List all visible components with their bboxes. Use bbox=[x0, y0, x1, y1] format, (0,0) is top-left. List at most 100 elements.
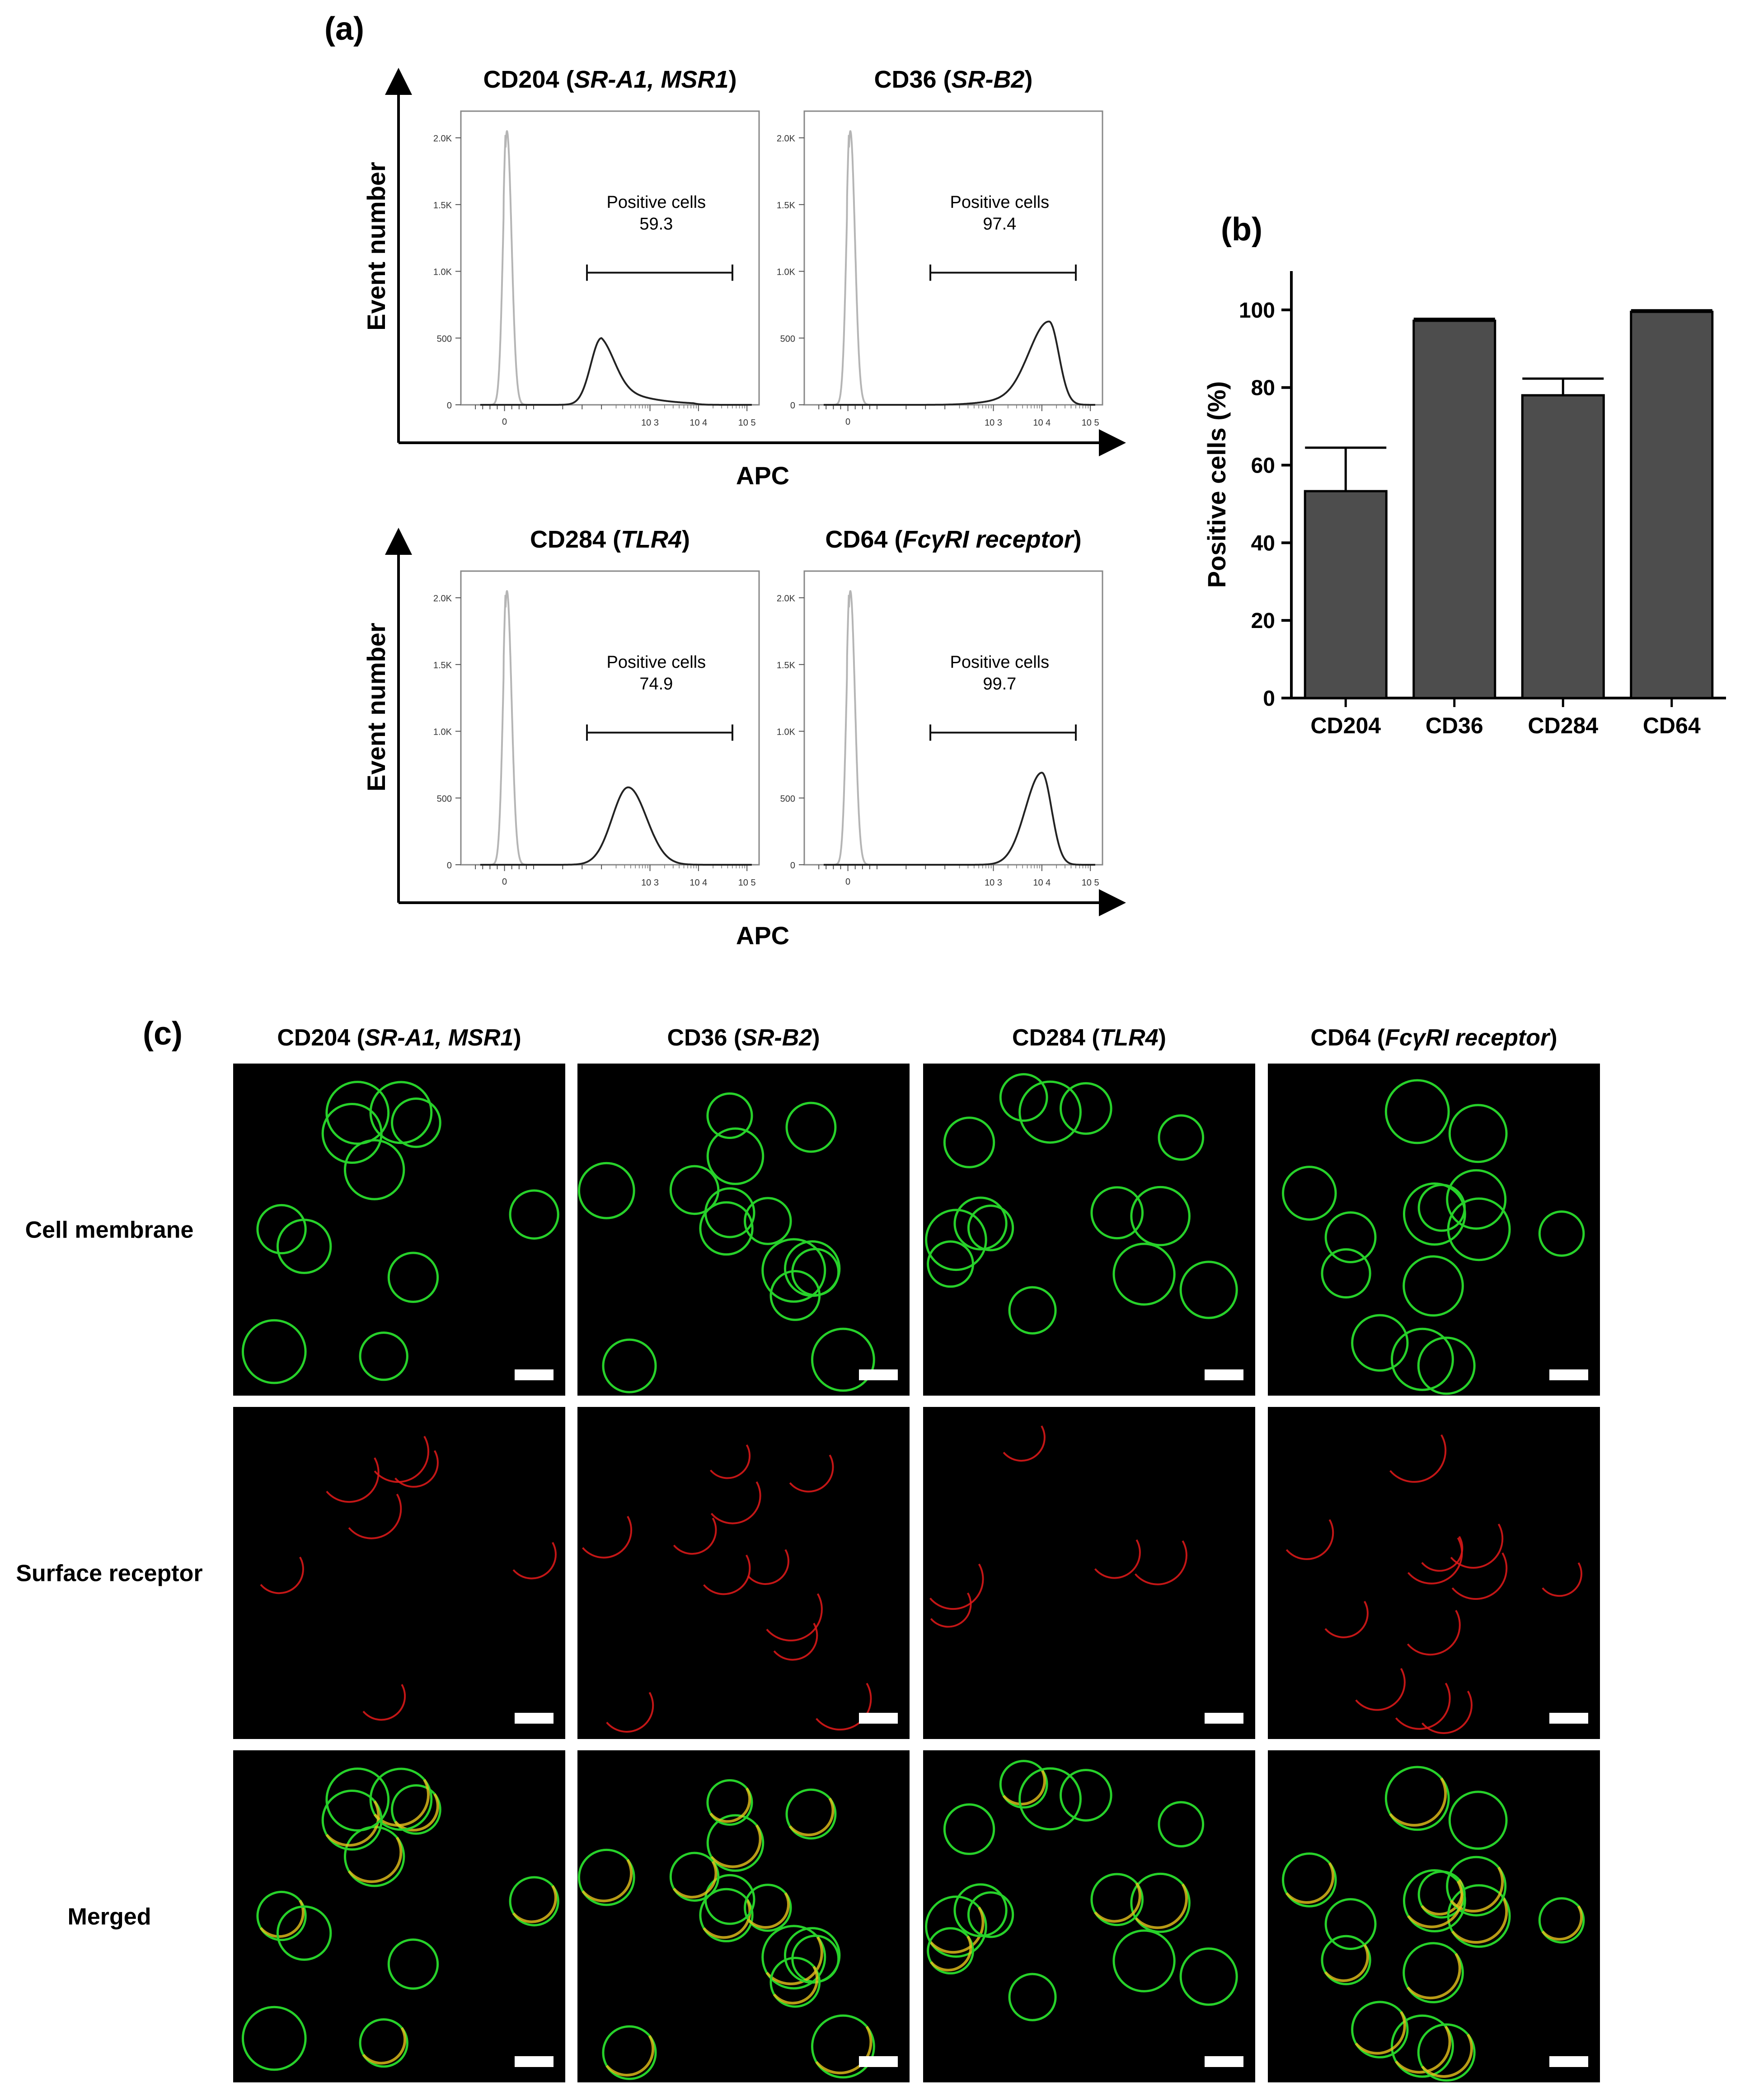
receptor-signal bbox=[1285, 1862, 1335, 1904]
micrograph-cells bbox=[929, 1425, 1187, 1628]
micrograph-tile bbox=[1268, 1750, 1600, 2082]
cell-membrane-outline bbox=[577, 1162, 635, 1219]
microscopy-column-title-italic: TLR4 bbox=[1100, 1025, 1159, 1051]
x-tick-label: 10 5 bbox=[1082, 418, 1099, 428]
cell-membrane-outline bbox=[706, 1814, 765, 1872]
cell-membrane-outline bbox=[1179, 1947, 1238, 2006]
microscopy-column-title-plain: CD204 ( bbox=[277, 1025, 365, 1051]
hist-row-axes-1: Event number APC bbox=[362, 68, 1126, 490]
microscopy-row-label: Cell membrane bbox=[25, 1217, 194, 1243]
cell-membrane-outline bbox=[1390, 2014, 1454, 2078]
cell-membrane-outline bbox=[811, 1327, 875, 1392]
receptor-signal bbox=[512, 1542, 557, 1580]
receptor-signal bbox=[373, 1779, 430, 1827]
cell-membrane-outline bbox=[783, 1240, 841, 1297]
micrograph-cells bbox=[1285, 1434, 1582, 1734]
y-tick-label: 20 bbox=[1251, 609, 1275, 633]
cell-membrane-outline bbox=[1158, 1801, 1205, 1848]
y-tick-label: 80 bbox=[1251, 376, 1275, 400]
micrograph-cells bbox=[241, 1081, 559, 1384]
micrograph-background bbox=[923, 1750, 1255, 2082]
receptor-signal bbox=[789, 1454, 834, 1493]
y-axis-label: Event number bbox=[362, 623, 390, 791]
isotype-curve bbox=[480, 590, 539, 866]
receptor-signal bbox=[348, 1494, 402, 1539]
receptor-signal bbox=[1134, 1883, 1188, 1929]
receptor-signal bbox=[1542, 1562, 1582, 1597]
receptor-signal bbox=[1355, 1668, 1406, 1711]
micrograph-tile bbox=[923, 1407, 1255, 1739]
receptor-signal bbox=[710, 1824, 762, 1868]
scale-bar bbox=[1549, 1713, 1588, 1724]
cell-membrane-outline bbox=[1090, 1873, 1144, 1927]
microscopy-column-title-end: ) bbox=[513, 1025, 521, 1051]
category-label: CD284 bbox=[1528, 713, 1598, 738]
positive-cells-label: Positive cells bbox=[606, 193, 706, 212]
cell-membrane-outline bbox=[1018, 1767, 1082, 1831]
micrograph-cells bbox=[582, 1444, 872, 1733]
histogram-2: CD36 (SR-B2) 0 500 1.0K 1.5K 2.0K 0 10 3 10 4 10 … bbox=[777, 66, 1103, 428]
cell-membrane-outline bbox=[699, 1201, 754, 1256]
cell-membrane-outline bbox=[953, 1196, 1008, 1251]
micrograph-background bbox=[233, 1750, 565, 2082]
y-tick-label: 1.5K bbox=[433, 661, 452, 670]
histogram-title: CD64 (FcγRI receptor) bbox=[825, 526, 1081, 553]
cell-membrane-outline bbox=[602, 1338, 657, 1393]
cell-membrane-outline bbox=[241, 2006, 307, 2071]
micrograph-tile bbox=[923, 1750, 1255, 2082]
receptor-signal bbox=[326, 1457, 380, 1503]
stained-curve bbox=[823, 772, 1095, 866]
x-tick-label: 0 bbox=[845, 877, 850, 887]
histogram-title-plain: CD284 ( bbox=[530, 526, 621, 553]
micrograph-cells bbox=[260, 1436, 557, 1721]
x-tick-label: 10 4 bbox=[690, 418, 707, 428]
cell-membrane-outline bbox=[1403, 1942, 1464, 2004]
microscopy-grid: CD204 (SR-A1, MSR1) CD36 (SR-B2) CD284 (TL… bbox=[16, 1025, 1600, 2082]
x-tick-label: 10 3 bbox=[641, 418, 659, 428]
y-tick-label: 1.0K bbox=[433, 727, 452, 737]
cell-membrane-outline bbox=[256, 1204, 307, 1255]
receptor-signal bbox=[747, 1892, 790, 1929]
x-tick-label: 0 bbox=[502, 877, 507, 887]
cell-membrane-outline bbox=[391, 1784, 441, 1835]
cell-membrane-outline bbox=[1130, 1872, 1191, 1933]
micrograph-background bbox=[577, 1407, 910, 1739]
cell-membrane-outline bbox=[359, 1331, 408, 1381]
positive-cells-label: Positive cells bbox=[950, 193, 1049, 212]
cell-membrane-outline bbox=[1447, 1884, 1511, 1948]
isotype-curve bbox=[480, 130, 539, 406]
receptor-signal bbox=[582, 1859, 633, 1903]
y-tick-label: 1.0K bbox=[777, 267, 796, 277]
x-tick-label: 10 4 bbox=[690, 878, 707, 888]
histogram-title-end: ) bbox=[1025, 66, 1033, 93]
cell-membrane-outline bbox=[1008, 1286, 1057, 1335]
histogram-1: CD204 (SR-A1, MSR1) 0 500 1.0K 1.5K 2.0K 0 10 3… bbox=[433, 66, 760, 428]
cell-membrane-outline bbox=[359, 2018, 408, 2068]
receptor-signal bbox=[1451, 1552, 1508, 1600]
cell-membrane-outline bbox=[602, 2025, 657, 2080]
cell-membrane-outline bbox=[706, 1092, 753, 1139]
receptor-signal bbox=[347, 1837, 403, 1883]
y-tick-label: 2.0K bbox=[433, 594, 452, 604]
scale-bar bbox=[1549, 2056, 1588, 2067]
category-label: CD204 bbox=[1310, 713, 1381, 738]
microscopy-column-title-plain: CD64 ( bbox=[1310, 1025, 1385, 1051]
y-tick-label: 0 bbox=[447, 401, 452, 411]
receptor-signal bbox=[374, 1436, 429, 1483]
cell-membrane-outline bbox=[1403, 1182, 1466, 1246]
micrograph-background bbox=[577, 1064, 910, 1396]
micrograph-background bbox=[233, 1407, 565, 1739]
scale-bar bbox=[859, 1713, 898, 1724]
histogram-title-plain: CD204 ( bbox=[483, 66, 574, 93]
x-tick-label: 10 3 bbox=[985, 418, 1002, 428]
x-axis-label: APC bbox=[736, 921, 789, 950]
cell-membrane-outline bbox=[276, 1905, 332, 1961]
y-tick-label: 500 bbox=[437, 794, 452, 804]
x-tick-label: 10 5 bbox=[738, 418, 756, 428]
cell-membrane-outline bbox=[1351, 2001, 1409, 2058]
y-tick-label: 0 bbox=[1263, 687, 1275, 711]
x-tick-label: 10 4 bbox=[1033, 878, 1051, 888]
micrograph-cells bbox=[577, 1779, 875, 2080]
cell-membrane-outline bbox=[925, 1209, 987, 1271]
histogram-title: CD204 (SR-A1, MSR1) bbox=[483, 66, 736, 93]
